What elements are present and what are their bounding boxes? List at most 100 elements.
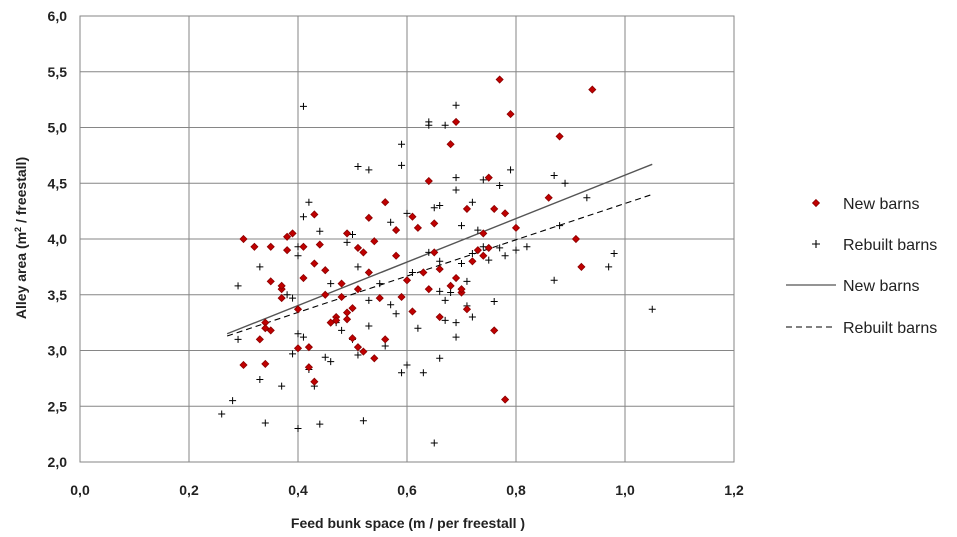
data-point-new-barns [299,242,308,251]
data-point-rebuilt-barns [583,194,591,202]
data-point-rebuilt-barns [234,282,242,290]
data-point-new-barns [321,290,330,299]
data-point-new-barns [397,292,406,302]
data-point-new-barns [446,281,455,290]
data-point-rebuilt-barns [289,350,297,358]
y-axis-title: Alley area (m2 / freestall) [13,157,29,319]
data-point-new-barns [446,140,455,149]
x-tick-label: 0,2 [179,482,199,498]
x-tick-label: 0,4 [288,482,308,498]
data-point-new-barns [473,246,482,255]
data-point-new-barns [310,259,319,268]
data-point-new-barns [337,292,346,302]
data-point-new-barns [315,240,324,249]
data-point-rebuilt-barns [365,166,373,174]
data-point-rebuilt-barns [294,425,302,433]
data-point-new-barns [408,307,417,316]
data-point-rebuilt-barns [299,333,307,341]
data-point-rebuilt-barns [468,249,476,257]
data-point-rebuilt-barns [305,198,313,206]
data-point-new-barns [342,315,352,324]
data-point-rebuilt-barns [441,316,449,324]
data-point-rebuilt-barns [468,198,476,206]
data-point-new-barns [501,395,510,404]
data-point-rebuilt-barns [354,163,362,171]
data-point-new-barns [462,204,472,213]
data-point-rebuilt-barns [365,322,373,330]
data-point-rebuilt-barns [376,280,384,288]
data-point-new-barns [484,173,493,182]
x-tick-label: 0,6 [397,482,417,498]
y-tick-label: 5,5 [48,64,68,80]
data-point-new-barns [392,226,401,235]
data-point-new-barns [511,223,521,232]
data-point-rebuilt-barns [316,227,324,235]
y-tick-label: 2,5 [48,398,68,414]
data-point-new-barns [413,223,422,232]
data-point-rebuilt-barns [256,263,264,271]
data-point-new-barns [288,229,297,238]
data-point-new-barns [479,229,488,238]
y-axis-title-prefix: Alley area (m [13,232,29,319]
data-point-new-barns [588,85,597,94]
data-point-rebuilt-barns [452,174,460,182]
data-point-rebuilt-barns [648,305,656,313]
y-tick-label: 6,0 [48,8,68,24]
y-tick-label: 4,5 [48,175,68,191]
data-point-rebuilt-barns [458,222,465,230]
data-point-new-barns [277,281,286,290]
data-point-rebuilt-barns [316,420,324,428]
data-point-new-barns [381,198,390,207]
data-point-rebuilt-barns [365,296,373,304]
data-point-new-barns [266,326,275,335]
x-tick-label: 1,2 [724,482,744,498]
data-point-rebuilt-barns [392,310,400,318]
data-point-rebuilt-barns [403,209,411,217]
data-point-rebuilt-barns [261,419,269,427]
data-point-rebuilt-barns [550,276,558,284]
data-point-rebuilt-barns [349,231,356,239]
data-point-rebuilt-barns [234,335,242,343]
data-point-new-barns [571,234,581,244]
data-point-rebuilt-barns [419,369,427,377]
data-point-new-barns [266,242,275,251]
data-point-new-barns [381,335,390,344]
data-point-new-barns [490,204,499,213]
data-point-rebuilt-barns [556,222,564,230]
data-point-rebuilt-barns [229,397,237,405]
data-point-rebuilt-barns [299,213,307,221]
data-point-rebuilt-barns [359,417,367,425]
data-point-new-barns [342,308,352,317]
data-point-rebuilt-barns [485,256,493,264]
y-tick-label: 2,0 [48,454,68,470]
y-axis-title-suffix: / freestall) [13,157,29,227]
data-point-rebuilt-barns [408,268,416,276]
data-point-rebuilt-barns [403,361,411,369]
y-axis-tick-labels: 2,0 2,5 3,0 3,5 4,0 4,5 5,0 5,5 6,0 [48,8,68,470]
data-point-new-barns [239,360,248,370]
data-point-new-barns [353,243,363,252]
data-point-rebuilt-barns [610,249,618,257]
data-point-new-barns [506,110,515,119]
data-point-new-barns [457,285,466,294]
legend-new-barns-points-label: New barns [843,196,919,213]
data-point-rebuilt-barns [398,140,406,148]
data-point-rebuilt-barns [414,324,422,332]
data-point-new-barns [342,229,352,238]
data-point-new-barns [451,273,461,283]
data-point-new-barns [304,343,313,352]
data-point-new-barns [299,273,308,283]
data-point-rebuilt-barns [479,176,487,184]
data-point-rebuilt-barns [387,218,395,226]
data-point-rebuilt-barns [430,439,438,447]
data-point-new-barns [293,305,303,314]
data-point-rebuilt-barns [338,326,346,334]
data-point-new-barns [468,257,477,266]
data-point-new-barns [293,344,303,353]
data-point-rebuilt-barns [283,291,291,299]
data-point-new-barns [419,268,428,277]
data-point-new-barns [266,277,275,286]
data-point-new-barns [310,210,319,219]
data-point-new-barns [577,262,586,271]
data-point-new-barns [348,304,357,313]
